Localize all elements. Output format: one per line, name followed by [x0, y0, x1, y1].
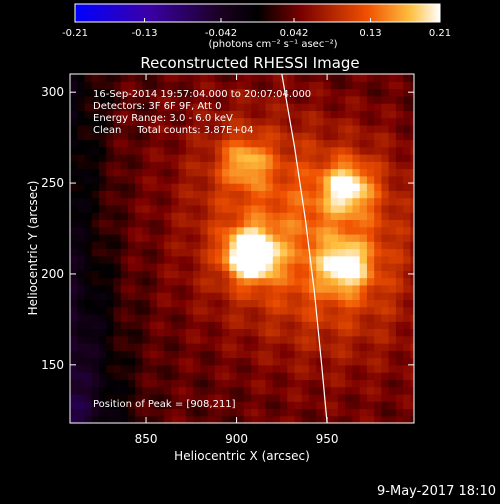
axis-ticks: 850 900 950 150 200 250 300 — [41, 74, 414, 446]
colorbar-tick-label: -0.042 — [205, 28, 237, 39]
colorbar-tick-label: 0.042 — [280, 28, 309, 39]
x-tick-label: 900 — [225, 432, 248, 446]
annotation-line-2: Detectors: 3F 6F 9F, Att 0 — [93, 101, 221, 112]
y-tick-label: 250 — [41, 176, 64, 190]
y-axis-label: Heliocentric Y (arcsec) — [26, 181, 40, 316]
annotation-line-4: Clean Total counts: 3.87E+04 — [93, 125, 253, 136]
chart-title: Reconstructed RHESSI Image — [140, 54, 359, 72]
y-tick-label: 200 — [41, 267, 64, 281]
x-tick-label: 850 — [135, 432, 158, 446]
colorbar-tick-label: -0.21 — [62, 28, 88, 39]
colorbar-ticks: -0.21 -0.13 -0.042 0.042 0.13 0.21 — [62, 18, 451, 39]
heatmap-image — [70, 74, 414, 423]
colorbar-tick-label: 0.21 — [429, 28, 451, 39]
colorbar-units-label: (photons cm⁻² s⁻¹ asec⁻²) — [208, 39, 337, 50]
footer-date: 9-May-2017 18:10 — [377, 484, 496, 499]
y-tick-label: 150 — [41, 358, 64, 372]
y-tick-label: 300 — [41, 85, 64, 99]
plot-frame — [69, 73, 415, 424]
annotation-line-3: Energy Range: 3.0 - 6.0 keV — [93, 113, 233, 124]
colorbar-tick-label: -0.13 — [132, 28, 158, 39]
annotation-block: 16-Sep-2014 19:57:04.000 to 20:07:04.000… — [93, 89, 311, 136]
colorbar — [74, 3, 441, 23]
annotation-line-1: 16-Sep-2014 19:57:04.000 to 20:07:04.000 — [93, 89, 311, 100]
colorbar-tick-label: 0.13 — [359, 28, 381, 39]
x-tick-label: 950 — [316, 432, 339, 446]
x-axis-label: Heliocentric X (arcsec) — [174, 449, 310, 463]
peak-position-label: Position of Peak = [908,211] — [93, 399, 236, 410]
solar-limb-curve — [281, 74, 328, 423]
